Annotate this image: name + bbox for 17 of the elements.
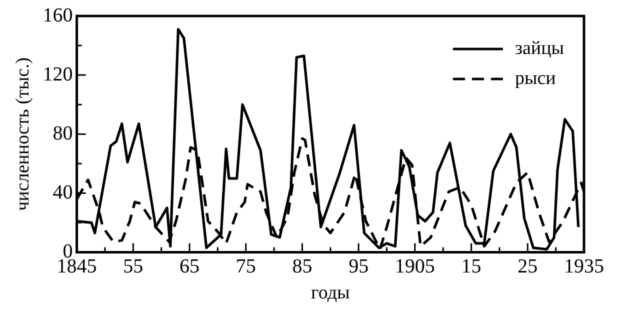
y-tick-label: 80 bbox=[52, 122, 73, 144]
y-tick-label: 40 bbox=[52, 181, 73, 204]
x-tick-label: 15 bbox=[461, 255, 482, 278]
x-tick-label: 55 bbox=[123, 255, 144, 278]
x-tick-label: 25 bbox=[518, 255, 538, 278]
x-tick-label: 1935 bbox=[564, 255, 604, 278]
x-tick-label: 85 bbox=[292, 255, 312, 278]
y-axis-title: численность (тыс.) bbox=[12, 57, 34, 211]
legend-label: рыси bbox=[514, 68, 556, 89]
x-tick-label: 75 bbox=[236, 255, 256, 278]
y-tick-label: 160 bbox=[42, 4, 73, 26]
x-tick-label: 95 bbox=[348, 255, 369, 278]
legend-label: зайцы bbox=[514, 38, 564, 59]
x-axis-title: годы bbox=[311, 282, 350, 304]
y-tick-label: 120 bbox=[42, 63, 73, 86]
x-tick-label: 1905 bbox=[394, 255, 435, 278]
x-tick-label: 65 bbox=[180, 255, 200, 278]
